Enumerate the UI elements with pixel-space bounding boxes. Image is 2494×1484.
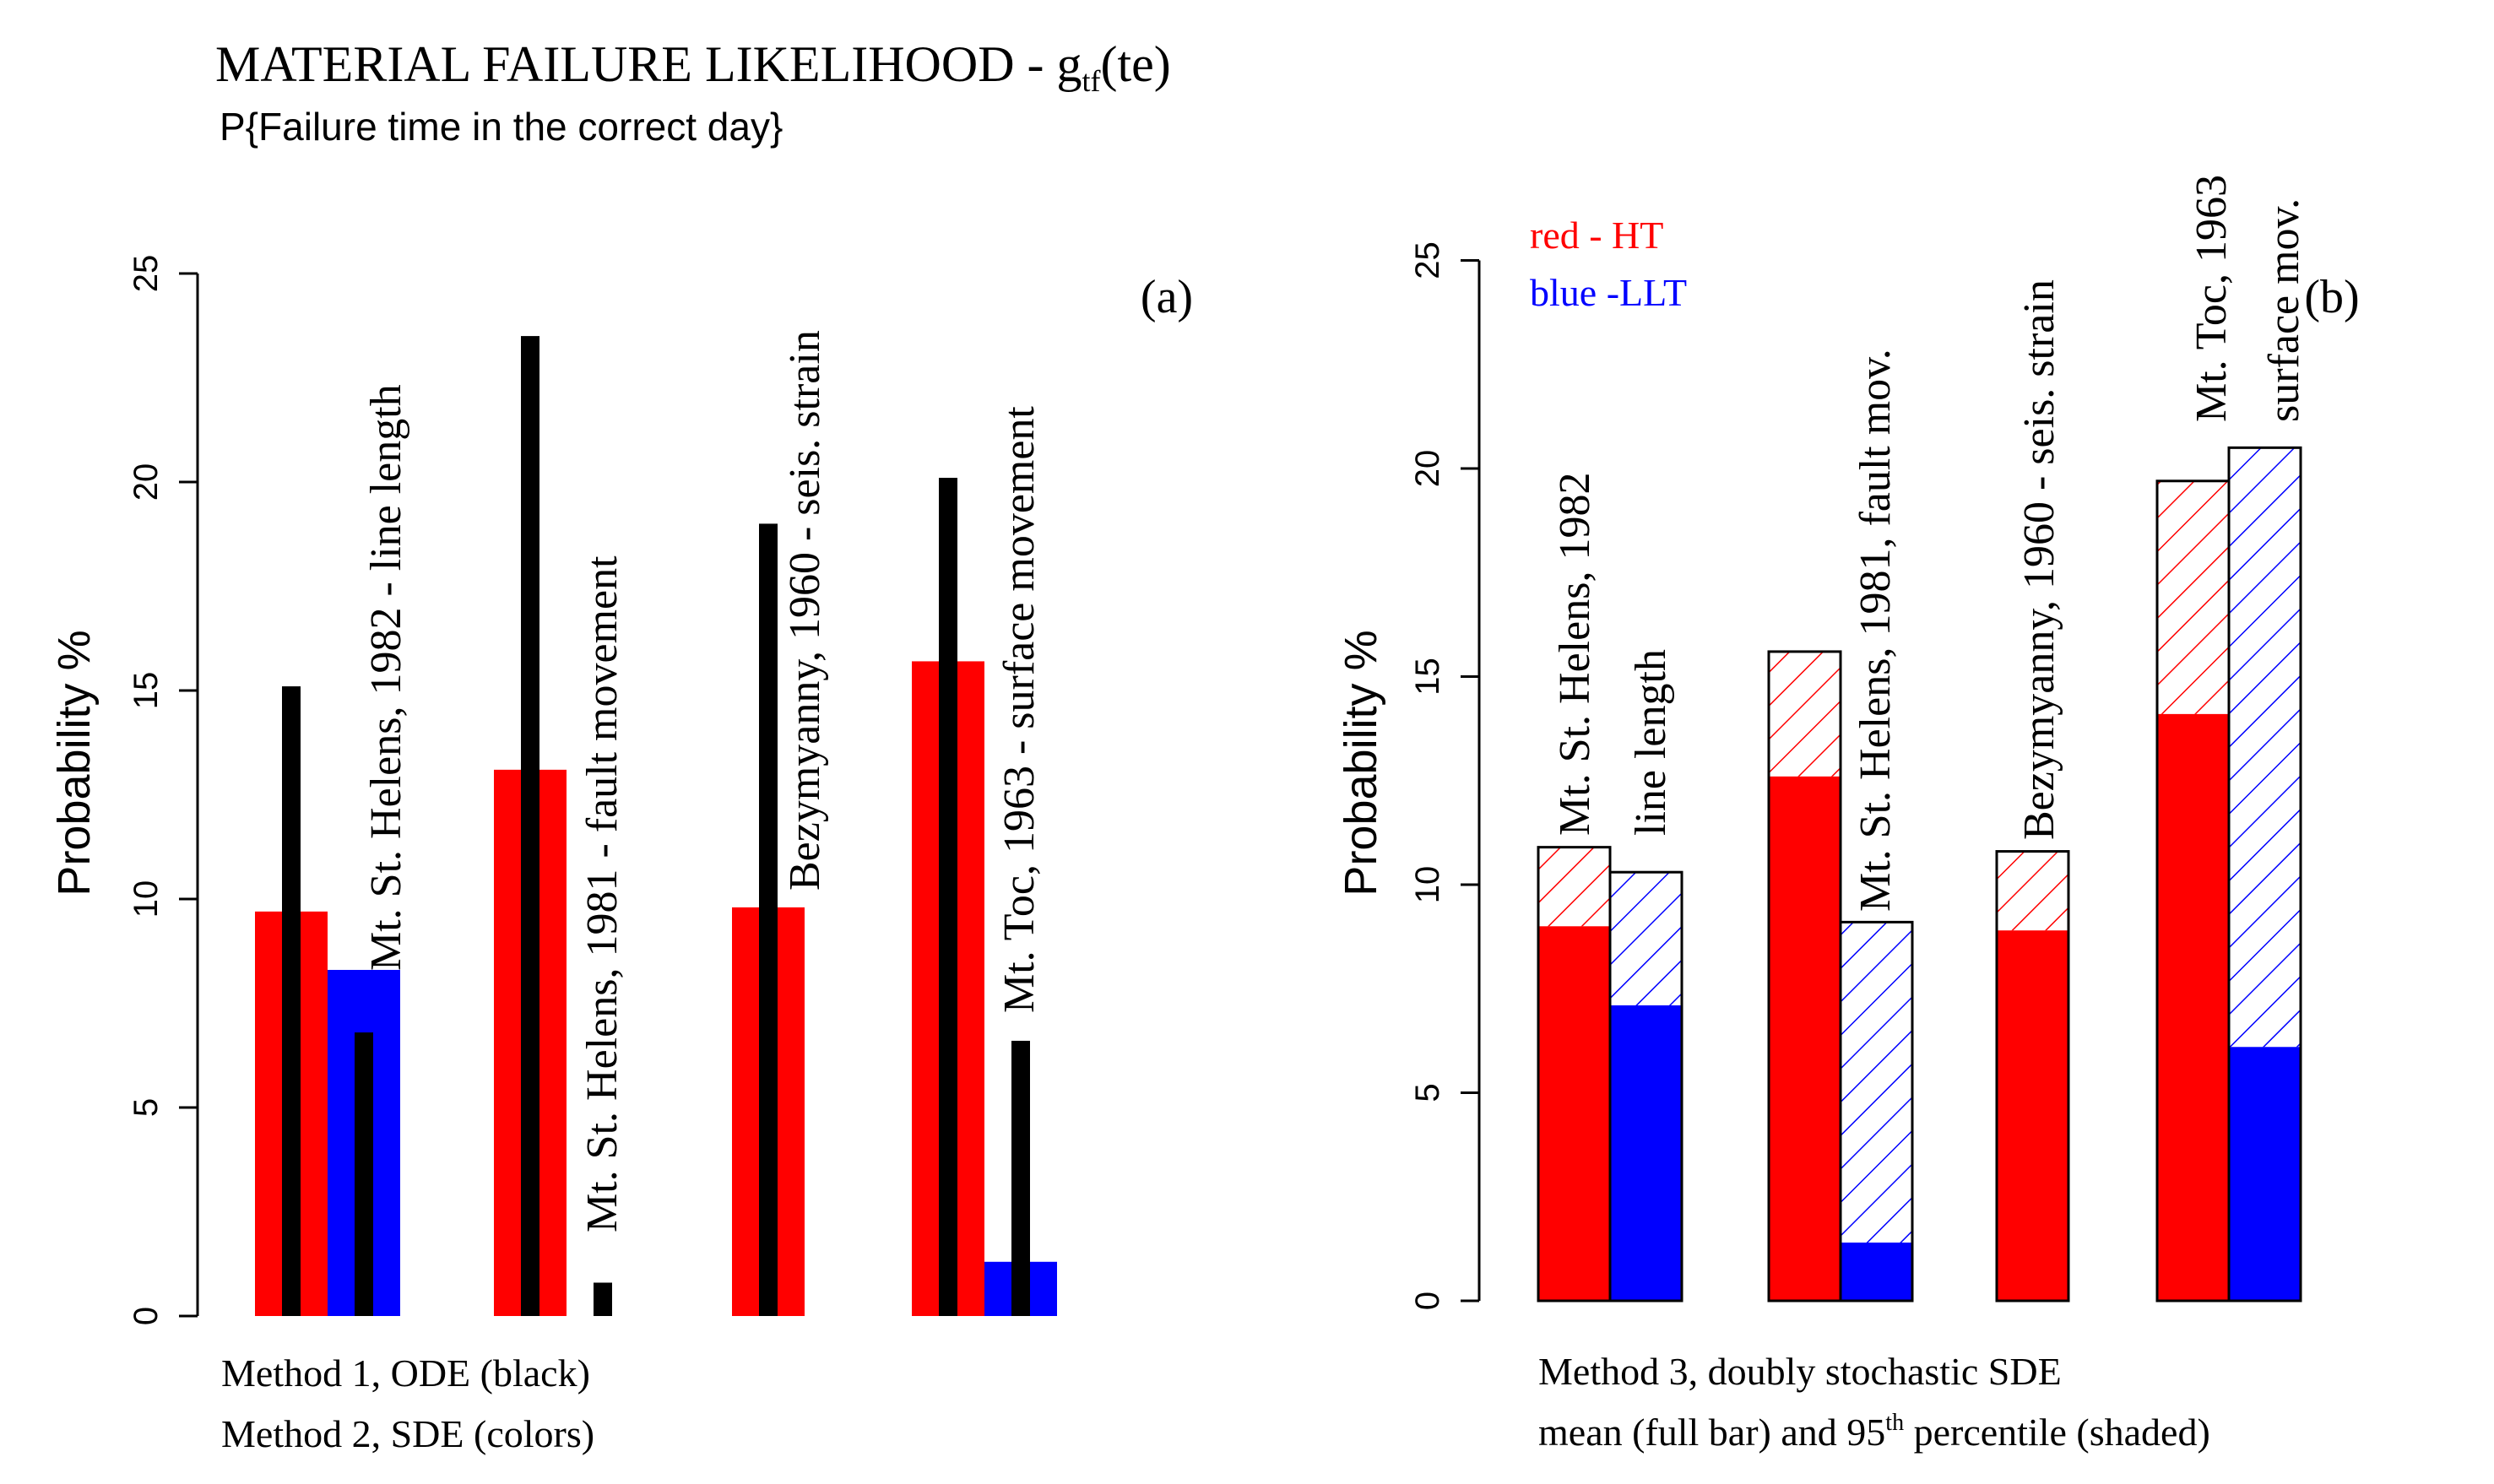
legend-red-ht: red - HT: [1530, 214, 1663, 257]
panel-b-group-labels: Mt. St. Helens, 1982 line length Mt. St. H…: [1551, 175, 2308, 912]
panel-a-tick-label: 10: [127, 880, 165, 918]
panel-a-y-axis: 0 5 10 15 20 25: [127, 255, 199, 1325]
panel-a-bars: [255, 336, 1057, 1317]
panel-b-footer-line-1: Method 3, doubly stochastic SDE: [1538, 1350, 2062, 1393]
panel-a-tick-label: 0: [127, 1307, 165, 1325]
panel-b-bar-red-p95-shaded: [1997, 851, 2068, 931]
panel-b-tick-label: 5: [1409, 1083, 1446, 1102]
panel-b-bar-blue-mean: [1841, 1242, 1912, 1301]
panel-b-bar-outline: [1995, 850, 2070, 1303]
panel-b-group-label: Mt. St. Helens, 1982: [1551, 473, 1599, 836]
panel-a-group-label: Mt. St. Helens, 1981 - fault movement: [578, 555, 626, 1232]
panel-b-bar-blue-p95-shaded: [2229, 447, 2301, 1048]
panel-a-ode-bar: [282, 686, 301, 1316]
panel-b-tick-label: 20: [1409, 450, 1446, 488]
panel-a-group-labels: Mt. St. Helens, 1982 - line length Mt. St…: [362, 330, 1044, 1232]
panel-b-bars: [1537, 446, 2302, 1303]
figure-title: MATERIAL FAILURE LIKELIHOOD - gtf(te): [215, 36, 1171, 98]
panel-b-y-axis: 0 5 10 15 20 25: [1409, 241, 1481, 1310]
panel-b-tick-label: 15: [1409, 658, 1446, 696]
panel-a-legend-line-2: Method 2, SDE (colors): [221, 1412, 594, 1455]
panel-b-group-label: surface mov.: [2260, 198, 2308, 422]
panel-a-legend-line-1: Method 1, ODE (black): [221, 1351, 590, 1395]
panel-b-bar-red-mean: [2157, 713, 2229, 1301]
panel-b-bar-blue-mean: [1610, 1005, 1682, 1301]
panel-b-tick-label: 10: [1409, 866, 1446, 904]
panel-b-tick-label: 25: [1409, 241, 1446, 279]
panel-a-group-label: Mt. St. Helens, 1982 - line length: [362, 384, 410, 971]
panel-b-tick-label: 0: [1409, 1292, 1446, 1310]
panel-a-label: (a): [1141, 271, 1193, 323]
panel-b-bar-red-mean: [1769, 776, 1841, 1301]
panel-b-group-label: line length: [1627, 649, 1675, 836]
figure-subtitle: P{Failure time in the correct day}: [220, 105, 783, 149]
panel-b-group-label: Mt. Toc, 1963: [2188, 175, 2236, 422]
panel-b-label: (b): [2304, 271, 2359, 323]
panel-a-ode-bar: [521, 336, 539, 1317]
panel-b-ylabel: Probability %: [1336, 630, 1386, 896]
panel-b-bar-red-p95-shaded: [2157, 480, 2229, 714]
panel-b-bar-outline: [1839, 920, 1914, 1303]
panel-a-ode-bar: [1011, 1040, 1030, 1316]
legend-blue-llt: blue -LLT: [1530, 271, 1687, 314]
panel-b-bar-blue-p95-shaded: [1841, 922, 1912, 1243]
panel-a: 0 5 10 15 20 25 Mt. St. Helens, 1982 - line l…: [49, 255, 1193, 1455]
panel-b-bar-outline: [2227, 446, 2302, 1303]
panel-b-bar-outline: [1608, 870, 1683, 1303]
panel-a-group-label: Mt. Toc, 1963 - surface movement: [995, 406, 1044, 1013]
panel-a-ode-bar: [939, 478, 957, 1316]
panel-b-bar-blue-mean: [2229, 1047, 2301, 1301]
panel-a-ode-bar: [355, 1032, 373, 1316]
panel-b-group-label: Bezymyanny, 1960 - seis. strain: [2015, 279, 2063, 840]
panel-a-ylabel: Probability %: [49, 630, 100, 896]
panel-a-ode-bar: [759, 523, 778, 1316]
panel-b-group-label: Mt. St. Helens, 1981, fault mov.: [1852, 349, 1900, 912]
panel-b-bar-red-p95-shaded: [1538, 847, 1610, 927]
panel-b-bar-blue-p95-shaded: [1610, 872, 1682, 1005]
panel-a-tick-label: 20: [127, 463, 165, 501]
panel-b-bar-red-mean: [1997, 930, 2068, 1301]
panel-b-bar-red-mean: [1538, 926, 1610, 1301]
panel-a-tick-label: 15: [127, 672, 165, 710]
panel-a-tick-label: 25: [127, 255, 165, 293]
panel-a-group-label: Bezymyanny, 1960 - seis. strain: [781, 330, 829, 891]
panel-a-ode-bar: [594, 1282, 612, 1316]
panel-b-bar-red-p95-shaded: [1769, 651, 1841, 777]
panel-b: 0 5 10 15 20 25 Mt. St. Helens, 1982 line leng…: [1336, 175, 2360, 1454]
panel-a-tick-label: 5: [127, 1098, 165, 1117]
panel-b-footer-line-2: mean (full bar) and 95th percentile (sha…: [1538, 1410, 2210, 1454]
